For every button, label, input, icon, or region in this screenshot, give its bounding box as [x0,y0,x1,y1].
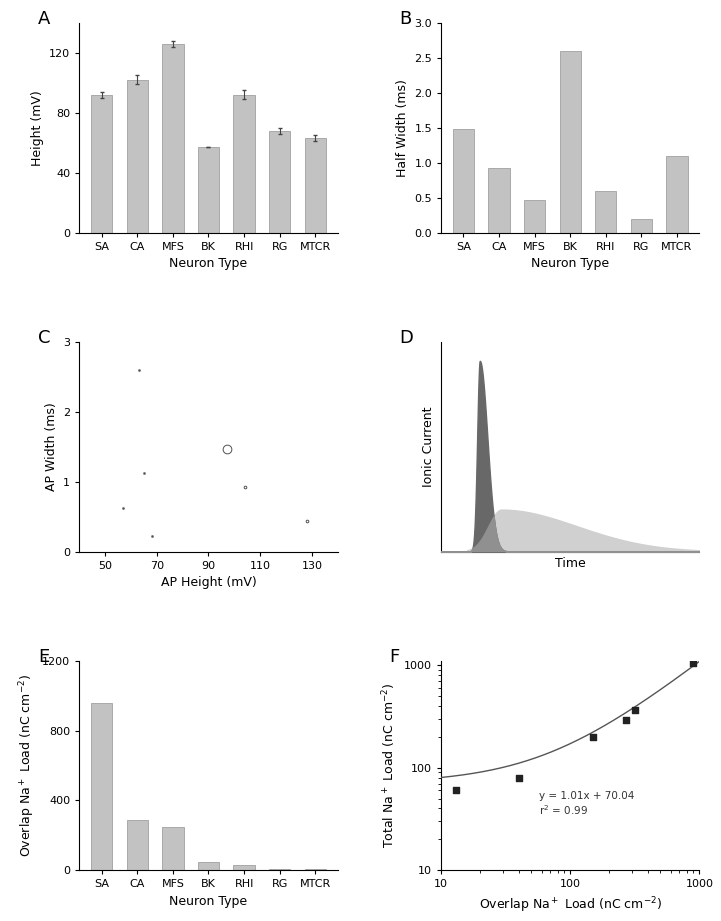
X-axis label: AP Height (mV): AP Height (mV) [161,577,257,589]
Text: C: C [38,329,50,347]
X-axis label: Neuron Type: Neuron Type [169,895,247,908]
Bar [127,80,148,233]
Bar [234,865,255,870]
Text: B: B [399,10,412,29]
X-axis label: Time: Time [555,557,585,570]
Text: y = 1.01x + 70.04
r$^2$ = 0.99: y = 1.01x + 70.04 r$^2$ = 0.99 [539,790,634,817]
Text: E: E [38,648,49,666]
Point [688,656,699,670]
Y-axis label: Height (mV): Height (mV) [30,90,43,166]
X-axis label: Neuron Type: Neuron Type [169,257,247,271]
Text: F: F [389,648,399,666]
Bar [162,827,184,870]
Point [513,770,525,785]
Bar [127,820,148,870]
Y-axis label: Overlap Na$^+$ Load (nC cm$^{-2}$): Overlap Na$^+$ Load (nC cm$^{-2}$) [17,674,37,857]
X-axis label: Overlap Na$^+$ Load (nC cm$^{-2}$): Overlap Na$^+$ Load (nC cm$^{-2}$) [479,895,662,915]
Bar [198,147,219,233]
Point [629,703,641,717]
Y-axis label: Ionic Current: Ionic Current [423,406,435,487]
Bar [269,131,291,233]
Bar [524,200,545,233]
Text: A: A [38,10,50,29]
Point [620,713,632,728]
Bar [488,169,510,233]
Y-axis label: Half Width (ms): Half Width (ms) [396,79,409,177]
Y-axis label: AP Width (ms): AP Width (ms) [45,402,58,491]
Bar [198,862,219,870]
Bar [559,51,581,233]
Bar [666,156,688,233]
Point [587,729,598,744]
Bar [162,44,184,233]
Bar [91,95,112,233]
Text: D: D [399,329,414,347]
Y-axis label: Total Na$^+$ Load (nC cm$^{-2}$): Total Na$^+$ Load (nC cm$^{-2}$) [381,682,399,848]
Bar [631,219,652,233]
Bar [91,703,112,870]
X-axis label: Neuron Type: Neuron Type [531,257,609,271]
Bar [234,95,255,233]
Bar [304,869,326,870]
Bar [453,129,474,233]
Point [450,783,461,798]
Bar [595,191,616,233]
Bar [304,138,326,233]
